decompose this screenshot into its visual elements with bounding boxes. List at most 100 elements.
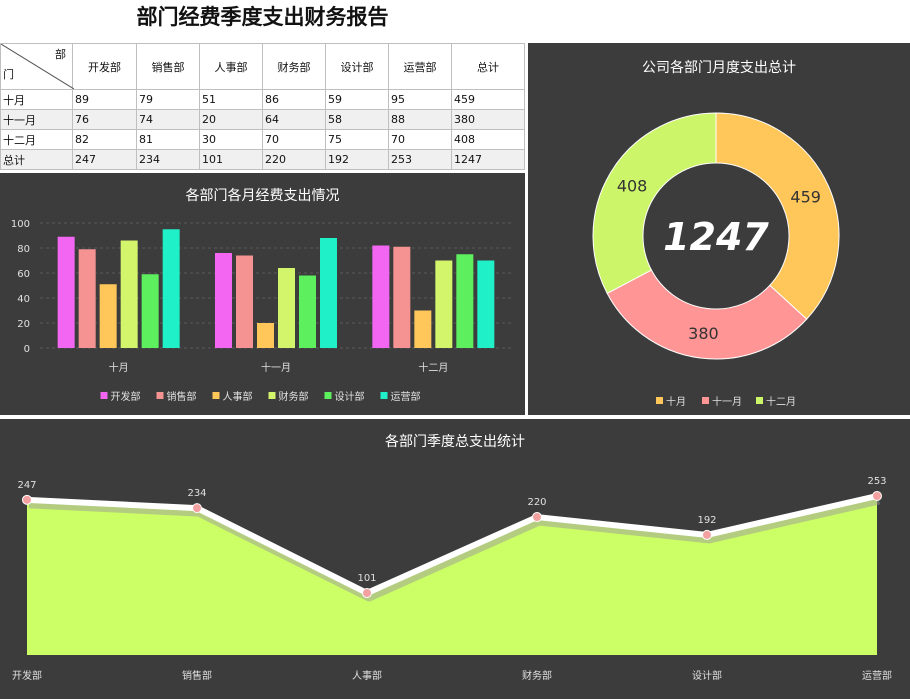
- header-cell: 开发部: [72, 43, 137, 90]
- x-tick-label: 财务部: [522, 669, 552, 682]
- x-tick-label: 人事部: [352, 669, 382, 682]
- bar-chart-title: 各部门各月经费支出情况: [185, 188, 340, 204]
- table-cell: 51: [199, 89, 263, 110]
- slice-value-label: 380: [688, 324, 719, 343]
- legend-swatch: [702, 397, 709, 404]
- header-cell: 销售部: [136, 43, 200, 90]
- donut-chart: 459 380 408 1247 十月 十一月 十二月: [592, 112, 840, 408]
- legend-label: 财务部: [279, 390, 309, 403]
- header-cell: 总计: [451, 43, 525, 90]
- header-cell: 设计部: [325, 43, 389, 90]
- table-cell: 74: [136, 109, 200, 130]
- data-point: [362, 588, 372, 598]
- legend-label: 十月: [666, 395, 686, 408]
- y-tick-label: 100: [11, 219, 30, 230]
- donut-center-total: 1247: [663, 215, 769, 259]
- x-tick-label: 开发部: [12, 669, 42, 682]
- legend-swatch: [100, 392, 108, 399]
- bar: [141, 274, 159, 348]
- table-cell: 81: [136, 129, 200, 150]
- data-table: 部 门 开发部 销售部 人事部 财务部 设计部 运营部 总计 十月 89 79 …: [0, 43, 525, 170]
- x-tick-label: 设计部: [692, 669, 722, 682]
- y-tick-label: 40: [17, 294, 30, 305]
- table-cell: 86: [262, 89, 326, 110]
- legend-label: 运营部: [391, 390, 421, 403]
- donut-chart-title: 公司各部门月度支出总计: [642, 60, 796, 76]
- table-cell: 76: [72, 109, 137, 130]
- data-label: 247: [17, 480, 36, 491]
- legend-swatch: [324, 392, 332, 399]
- area-chart-title: 各部门季度总支出统计: [385, 434, 525, 450]
- area-chart-panel: 各部门季度总支出统计 247 234 101 220 192 253 开发部 销售部 人事部 财务…: [0, 419, 910, 699]
- x-tick-label: 销售部: [182, 669, 212, 682]
- row-label: 十月: [0, 89, 73, 110]
- area-line: [26, 493, 878, 596]
- bar: [435, 260, 453, 348]
- table-cell: 79: [136, 89, 200, 110]
- table-cell: 88: [388, 109, 452, 130]
- bar: [278, 268, 295, 348]
- bar: [162, 229, 180, 348]
- bar: [299, 275, 316, 348]
- data-label: 101: [357, 573, 376, 584]
- bar: [57, 236, 75, 348]
- table-cell: 380: [451, 109, 525, 130]
- table-cell: 247: [72, 149, 137, 170]
- legend-label: 十二月: [766, 395, 796, 408]
- legend-swatch: [212, 392, 220, 399]
- bar: [320, 238, 337, 348]
- x-tick-label: 十一月: [261, 361, 291, 374]
- table-cell: 30: [199, 129, 263, 150]
- table-cell: 101: [199, 149, 263, 170]
- legend-label: 人事部: [223, 390, 253, 403]
- area-line-shadow: [28, 495, 881, 602]
- table-row: 十月 89 79 51 86 59 95 459: [0, 89, 525, 110]
- table-cell: 192: [325, 149, 389, 170]
- legend-label: 销售部: [167, 390, 197, 403]
- table-cell: 95: [388, 89, 452, 110]
- data-label: 253: [867, 476, 886, 487]
- table-row: 总计 247 234 101 220 192 253 1247: [0, 149, 525, 170]
- area-chart: 247 234 101 220 192 253 开发部 销售部 人事部 财务部 设计部 运营部: [12, 476, 892, 682]
- bar: [99, 284, 117, 348]
- donut-slice: [715, 112, 840, 320]
- area-fill: [27, 496, 877, 655]
- table-cell: 408: [451, 129, 525, 150]
- legend-label: 十一月: [712, 395, 742, 408]
- data-point: [192, 503, 202, 514]
- legend-swatch: [268, 392, 276, 399]
- legend-label: 开发部: [111, 390, 141, 403]
- legend-swatch: [656, 397, 663, 404]
- data-point: [872, 491, 882, 501]
- bar: [414, 310, 432, 348]
- bar: [372, 245, 390, 348]
- y-tick-label: 60: [17, 269, 30, 280]
- header-cell: 财务部: [262, 43, 326, 90]
- table-cell: 1247: [451, 149, 525, 170]
- header-cell: 人事部: [199, 43, 263, 90]
- donut-slice: [592, 112, 717, 295]
- report-title: 部门经费季度支出财务报告: [136, 5, 389, 29]
- bar: [236, 255, 253, 348]
- slice-value-label: 408: [617, 176, 648, 195]
- table-cell: 220: [262, 149, 326, 170]
- data-label: 234: [187, 488, 206, 499]
- bar: [215, 253, 232, 348]
- y-tick-label: 0: [24, 344, 30, 355]
- y-tick-label: 80: [17, 244, 30, 255]
- data-label: 220: [527, 497, 546, 508]
- bar: [456, 254, 474, 348]
- bar-chart-panel: 各部门各月经费支出情况 0 20 40 60 80 100 十月 十一月 十二月 开发部 销售部 人事…: [0, 173, 525, 415]
- donut-slice: [606, 269, 808, 360]
- donut-chart-panel: 公司各部门月度支出总计 459 380 408 1247 十月 十一月 十二月: [528, 43, 910, 415]
- row-label: 总计: [0, 149, 73, 170]
- table-cell: 89: [72, 89, 137, 110]
- x-tick-label: 十月: [109, 361, 129, 374]
- table-cell: 70: [388, 129, 452, 150]
- bar: [120, 240, 138, 348]
- x-tick-label: 运营部: [862, 669, 892, 682]
- corner-label-top: 部: [55, 48, 66, 61]
- row-label: 十二月: [0, 129, 73, 150]
- corner-label-bottom: 门: [3, 68, 14, 81]
